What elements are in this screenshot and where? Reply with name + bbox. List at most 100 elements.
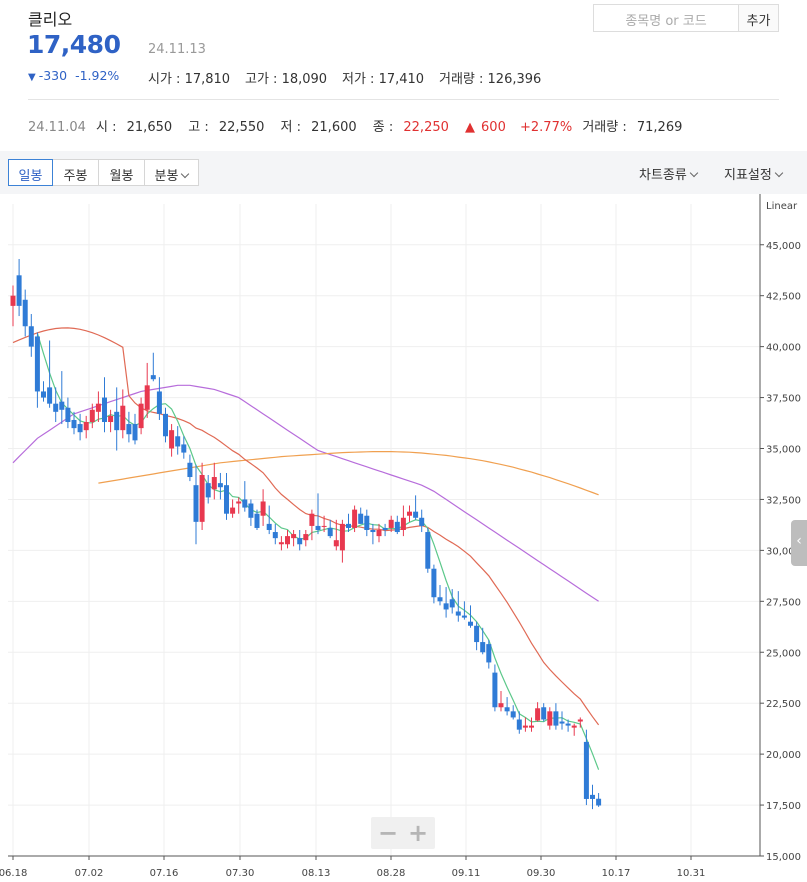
candle-body — [163, 413, 168, 437]
candle-body — [590, 794, 595, 799]
chevron-left-icon: ‹ — [796, 533, 802, 549]
candle-body — [278, 542, 284, 545]
low-label: 저가 : — [342, 72, 379, 87]
candle-body — [492, 672, 498, 708]
scale-label: Linear — [766, 201, 798, 212]
chart-type-label: 차트종류 — [639, 168, 687, 183]
candle-body — [577, 719, 583, 722]
candle-body — [559, 721, 565, 724]
candle-body — [102, 397, 107, 423]
change-percent: -1.92% — [75, 68, 120, 83]
change-amount: -330 — [38, 68, 68, 83]
down-triangle-icon: ▼ — [28, 72, 36, 83]
y-tick-label: 37,500 — [766, 394, 801, 405]
candle-body — [370, 530, 376, 533]
candle-body — [236, 501, 242, 504]
candle-body — [156, 391, 162, 414]
side-panel-toggle[interactable]: ‹ — [791, 520, 807, 566]
candle-body — [474, 625, 480, 643]
up-triangle-icon: ▲ — [465, 120, 476, 135]
candle-body — [65, 407, 71, 423]
candle-body — [541, 707, 547, 720]
y-tick-label: 15,000 — [766, 852, 801, 863]
low-price: 저가 : 17,410 — [342, 68, 424, 87]
candle-body — [461, 615, 467, 618]
zoom-in-button[interactable]: + — [407, 819, 429, 847]
stock-chart[interactable]: 45,000 42,500 40,000 37,500 35,000 32,500 30,0… — [0, 194, 807, 882]
zoom-out-button[interactable]: − — [377, 819, 399, 847]
x-tick-label: 08.13 — [302, 868, 331, 879]
candle-body — [260, 501, 266, 516]
candle-body — [358, 513, 364, 524]
candle-body — [285, 536, 290, 545]
volume-label: 거래량 : — [439, 72, 488, 87]
chevron-down-icon — [774, 168, 784, 178]
candle-body — [291, 534, 297, 539]
candle-body — [510, 711, 516, 718]
tab-minute[interactable]: 분봉 — [144, 159, 199, 186]
candle-body — [175, 436, 181, 447]
info-open: 시 : 21,650 — [96, 120, 173, 135]
chart-type-dropdown[interactable]: 차트종류 — [639, 164, 699, 183]
candle-body — [394, 521, 400, 533]
x-tick-label: 07.16 — [150, 868, 179, 879]
stock-name: 클리오 — [28, 10, 73, 29]
candle-body — [71, 419, 77, 429]
candle-body — [59, 401, 65, 410]
candle-body — [108, 415, 114, 423]
chevron-down-icon — [181, 169, 190, 179]
y-tick-label: 22,500 — [766, 699, 801, 710]
current-price: 17,480 — [27, 30, 121, 59]
add-button[interactable]: 추가 — [738, 4, 779, 32]
indicator-settings-dropdown[interactable]: 지표설정 — [724, 164, 784, 183]
candle-body — [53, 403, 59, 412]
tab-daily[interactable]: 일봉 — [8, 159, 53, 186]
candle-body — [388, 519, 394, 528]
candle-body — [516, 719, 522, 730]
candle-body — [522, 725, 528, 728]
candle-body — [297, 538, 303, 545]
candle-body — [144, 385, 150, 410]
indicator-settings-label: 지표설정 — [724, 168, 772, 183]
volume-value: 126,396 — [487, 72, 542, 87]
low-value: 17,410 — [378, 72, 425, 87]
y-tick-label: 42,500 — [766, 292, 801, 303]
candle-body — [22, 299, 28, 327]
candle-body — [272, 532, 278, 539]
x-tick-label: 09.11 — [452, 868, 481, 879]
candle-body — [413, 511, 419, 518]
y-tick-label: 20,000 — [766, 750, 801, 761]
candle-body — [333, 540, 339, 547]
candle-body — [364, 515, 370, 530]
x-tick-label: 06.18 — [0, 868, 27, 879]
candle-body — [224, 485, 229, 514]
candle-body — [199, 474, 205, 522]
ma120-line — [98, 451, 599, 496]
y-tick-label: 40,000 — [766, 343, 801, 354]
tab-monthly[interactable]: 월봉 — [98, 159, 145, 186]
header-divider — [28, 99, 779, 100]
tab-weekly[interactable]: 주봉 — [52, 159, 99, 186]
open-value: 17,810 — [184, 72, 231, 87]
chart-toolbar: 일봉 주봉 월봉 분봉 차트종류 지표설정 — [0, 151, 807, 194]
high-price: 고가 : 18,090 — [245, 68, 327, 87]
candle-body — [431, 568, 437, 598]
y-tick-label: 32,500 — [766, 495, 801, 506]
candle-body — [303, 534, 309, 541]
candle-body — [480, 642, 486, 653]
x-tick-label: 08.28 — [377, 868, 406, 879]
candlestick-chart-svg[interactable]: 45,000 42,500 40,000 37,500 35,000 32,500 30,0… — [0, 194, 807, 882]
candle-body — [169, 430, 175, 449]
candle-body — [248, 503, 254, 518]
candle-body — [339, 523, 345, 551]
candle-body — [529, 725, 534, 728]
candle-body — [95, 403, 101, 412]
candle-body — [266, 523, 272, 530]
candle-body — [382, 527, 388, 530]
search-input[interactable]: 종목명 or 코드 — [593, 4, 738, 32]
x-tick-label: 10.31 — [677, 868, 706, 879]
candle-body — [315, 525, 321, 530]
candle-body — [583, 741, 589, 799]
candle-body — [376, 530, 382, 537]
ma60-line — [12, 384, 599, 602]
